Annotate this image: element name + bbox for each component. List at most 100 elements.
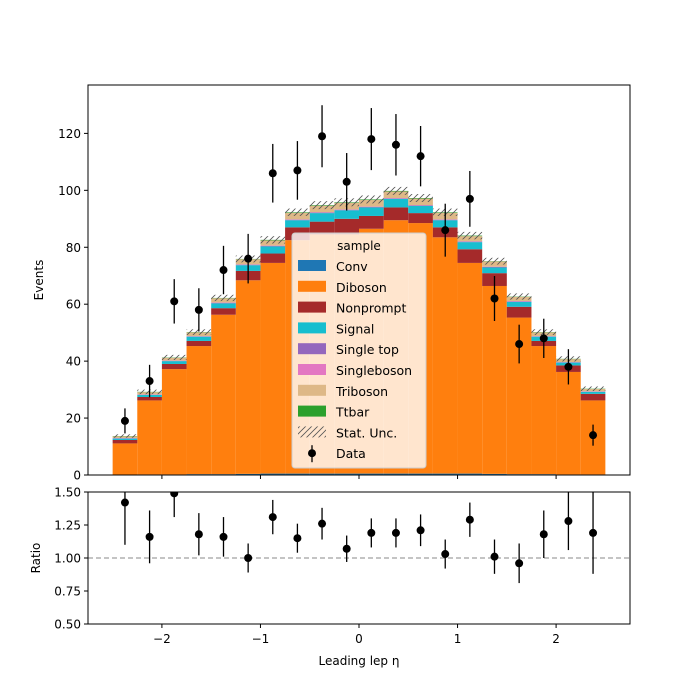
legend-label: Nonprompt bbox=[336, 301, 406, 316]
data-point bbox=[564, 362, 573, 371]
bar-single-top bbox=[285, 219, 310, 221]
legend-swatch bbox=[298, 405, 326, 417]
data-point bbox=[441, 226, 450, 235]
bar-single-top bbox=[408, 205, 433, 206]
bar-diboson bbox=[556, 371, 581, 475]
bar-signal bbox=[580, 391, 606, 394]
bar-conv bbox=[235, 473, 261, 475]
ratio-point bbox=[219, 532, 228, 541]
legend-title: sample bbox=[337, 239, 381, 253]
data-point bbox=[194, 305, 203, 314]
bar-diboson bbox=[457, 262, 483, 474]
stat-unc-band bbox=[186, 329, 212, 335]
y-tick-label: 60 bbox=[66, 298, 81, 312]
bar-nonprompt bbox=[309, 221, 335, 235]
bar-nonprompt bbox=[457, 249, 483, 263]
y-axis-label: Events bbox=[32, 260, 46, 301]
ratio-y-tick-label: 0.75 bbox=[54, 585, 81, 599]
bar-diboson bbox=[186, 346, 212, 475]
data-point bbox=[293, 166, 302, 175]
ratio-point bbox=[589, 528, 598, 537]
bar-single-top bbox=[482, 266, 507, 268]
legend-swatch bbox=[298, 260, 326, 271]
legend-label: Triboson bbox=[335, 384, 388, 399]
bar-single-top bbox=[309, 212, 335, 214]
data-point bbox=[318, 132, 327, 141]
legend-label: Stat. Unc. bbox=[336, 425, 397, 440]
ratio-point bbox=[515, 559, 524, 568]
bar-nonprompt bbox=[580, 393, 606, 401]
bar-conv bbox=[482, 473, 507, 475]
data-point bbox=[219, 266, 228, 275]
ratio-point bbox=[268, 513, 277, 522]
data-point bbox=[342, 177, 351, 186]
bar-conv bbox=[383, 473, 409, 475]
ratio-y-axis-label: Ratio bbox=[29, 543, 43, 574]
bar-signal bbox=[359, 207, 384, 216]
legend-label: Diboson bbox=[336, 280, 387, 295]
bar-signal bbox=[211, 303, 236, 309]
x-tick-label: −2 bbox=[153, 632, 171, 646]
data-point bbox=[589, 431, 598, 440]
ratio-point bbox=[342, 544, 351, 553]
legend-label: Signal bbox=[336, 321, 374, 336]
stat-unc-band bbox=[580, 386, 606, 392]
y-tick-label: 40 bbox=[66, 355, 81, 369]
bar-single-top bbox=[506, 301, 532, 302]
bar-nonprompt bbox=[137, 397, 162, 401]
data-point bbox=[416, 152, 425, 161]
bar-diboson bbox=[137, 400, 162, 475]
legend-swatch bbox=[298, 280, 326, 292]
ratio-y-tick-label: 0.50 bbox=[54, 618, 81, 632]
bar-signal bbox=[112, 438, 138, 440]
stat-unc-band bbox=[383, 186, 409, 195]
ratio-point bbox=[416, 526, 425, 535]
bar-diboson bbox=[260, 262, 286, 474]
bar-diboson bbox=[211, 314, 236, 475]
bar-nonprompt bbox=[334, 218, 359, 235]
bar-nonprompt bbox=[161, 363, 187, 370]
data-point bbox=[515, 340, 524, 349]
bar-single-top bbox=[359, 206, 384, 208]
bar-nonprompt bbox=[359, 215, 384, 229]
stat-unc-band bbox=[482, 257, 507, 265]
bar-single-top bbox=[457, 241, 483, 243]
bar-signal bbox=[161, 361, 187, 364]
stat-unc-band bbox=[359, 195, 384, 204]
legend-label: Ttbar bbox=[335, 405, 370, 420]
stat-unc-band bbox=[260, 236, 286, 244]
stat-unc-band bbox=[309, 201, 335, 210]
bar-diboson bbox=[112, 443, 138, 475]
ratio-y-tick-label: 1.25 bbox=[54, 519, 81, 533]
bar-conv bbox=[260, 473, 286, 475]
bar-signal bbox=[482, 267, 507, 274]
ratio-point bbox=[120, 498, 129, 507]
bar-conv bbox=[309, 473, 335, 475]
bar-signal bbox=[309, 213, 335, 222]
data-point bbox=[539, 334, 548, 343]
x-tick-label: −1 bbox=[252, 632, 270, 646]
bar-nonprompt bbox=[506, 306, 532, 318]
ratio-point bbox=[244, 554, 253, 562]
stat-unc-band bbox=[211, 294, 236, 302]
bar-diboson bbox=[235, 280, 261, 474]
y-tick-label: 80 bbox=[66, 241, 81, 255]
bar-signal bbox=[383, 198, 409, 208]
bar-conv bbox=[457, 473, 483, 475]
x-tick-label: 2 bbox=[552, 632, 560, 646]
ratio-point bbox=[490, 552, 499, 561]
data-point bbox=[465, 194, 474, 203]
x-axis-label: Leading lep η bbox=[319, 654, 400, 668]
ratio-point bbox=[170, 492, 179, 498]
stat-unc-band bbox=[285, 208, 310, 216]
data-point bbox=[490, 294, 499, 303]
bar-diboson bbox=[161, 369, 187, 475]
stat-unc-band bbox=[408, 194, 433, 202]
y-tick-label: 0 bbox=[73, 469, 81, 483]
bar-single-top bbox=[211, 302, 236, 304]
bar-conv bbox=[334, 473, 359, 475]
bar-diboson bbox=[531, 346, 557, 475]
legend-label: Conv bbox=[336, 259, 368, 274]
bar-nonprompt bbox=[260, 253, 286, 263]
ratio-point bbox=[564, 517, 573, 526]
